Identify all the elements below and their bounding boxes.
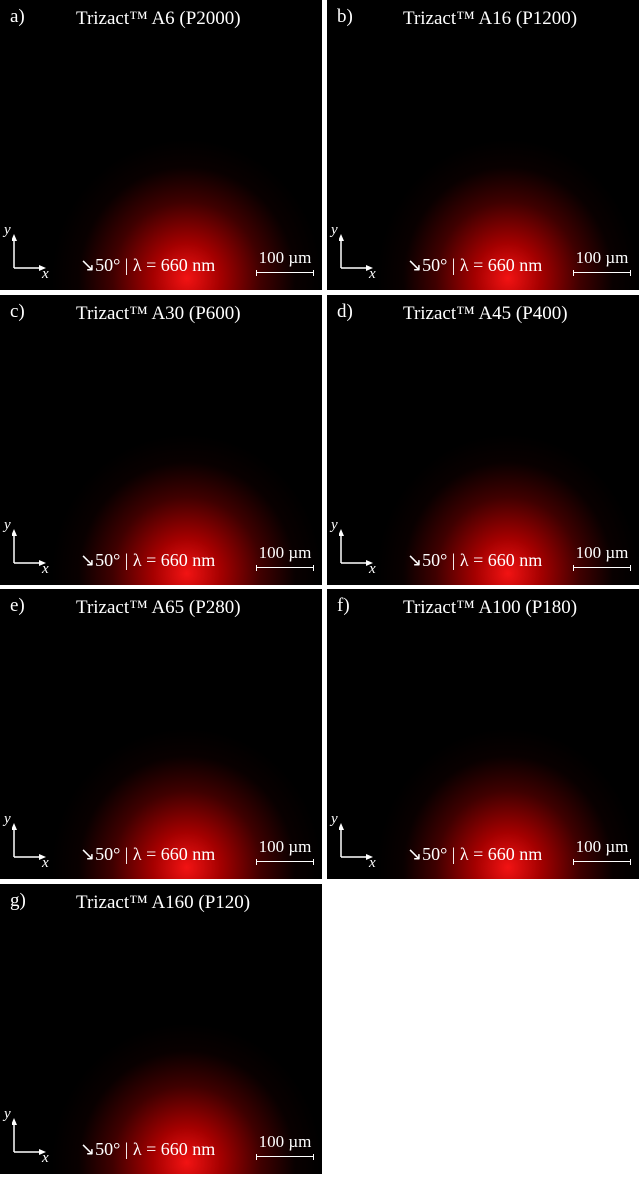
- annotation: ↘50° | λ = 660 nm: [407, 255, 542, 276]
- annotation: ↘50° | λ = 660 nm: [407, 550, 542, 571]
- panel-title: Trizact™ A100 (P180): [403, 597, 577, 619]
- scale-bar: 100 µm: [573, 543, 631, 571]
- scale-bar: 100 µm: [256, 837, 314, 865]
- image-panel: g) Trizact™ A160 (P120) ↘50° | λ = 660 nm 1…: [0, 884, 322, 1174]
- scale-bar: 100 µm: [256, 543, 314, 571]
- scale-label: 100 µm: [576, 543, 629, 562]
- x-axis-label: x: [369, 561, 376, 578]
- scale-line: [573, 270, 631, 276]
- scale-bar: 100 µm: [256, 248, 314, 276]
- image-panel: c) Trizact™ A30 (P600) ↘50° | λ = 660 nm 10…: [0, 295, 322, 585]
- scale-line: [256, 565, 314, 571]
- panel-title: Trizact™ A160 (P120): [76, 892, 250, 914]
- scale-label: 100 µm: [259, 1132, 312, 1151]
- scale-label: 100 µm: [259, 837, 312, 856]
- image-panel: d) Trizact™ A45 (P400) ↘50° | λ = 660 nm 10…: [327, 295, 639, 585]
- scale-line: [573, 859, 631, 865]
- x-axis-label: x: [42, 266, 49, 283]
- x-axis-label: x: [42, 561, 49, 578]
- scale-line: [573, 565, 631, 571]
- scale-label: 100 µm: [259, 248, 312, 267]
- y-axis-label: y: [4, 811, 11, 828]
- scale-bar: 100 µm: [256, 1132, 314, 1160]
- scale-line: [256, 270, 314, 276]
- panel-title: Trizact™ A65 (P280): [76, 597, 241, 619]
- scale-line: [256, 859, 314, 865]
- panel-title: Trizact™ A6 (P2000): [76, 8, 241, 30]
- y-axis-label: y: [4, 517, 11, 534]
- figure: a) Trizact™ A6 (P2000) ↘50° | λ = 660 nm 10…: [0, 0, 639, 1178]
- image-panel: f) Trizact™ A100 (P180) ↘50° | λ = 660 nm 1…: [327, 589, 639, 879]
- panel-label: a): [10, 6, 25, 28]
- x-axis-label: x: [369, 266, 376, 283]
- panel-label: g): [10, 890, 26, 912]
- scale-line: [256, 1154, 314, 1160]
- panel-label: f): [337, 595, 350, 617]
- annotation: ↘50° | λ = 660 nm: [80, 550, 215, 571]
- y-axis-label: y: [4, 222, 11, 239]
- x-axis-label: x: [42, 1150, 49, 1167]
- annotation: ↘50° | λ = 660 nm: [80, 1139, 215, 1160]
- scale-bar: 100 µm: [573, 248, 631, 276]
- panel-title: Trizact™ A16 (P1200): [403, 8, 577, 30]
- x-axis-label: x: [369, 855, 376, 872]
- panel-label: b): [337, 6, 353, 28]
- annotation: ↘50° | λ = 660 nm: [80, 844, 215, 865]
- panel-label: e): [10, 595, 25, 617]
- y-axis-label: y: [331, 517, 338, 534]
- x-axis-label: x: [42, 855, 49, 872]
- scale-label: 100 µm: [576, 837, 629, 856]
- panel-label: c): [10, 301, 25, 323]
- panel-title: Trizact™ A30 (P600): [76, 303, 241, 325]
- y-axis-label: y: [331, 222, 338, 239]
- scale-bar: 100 µm: [573, 837, 631, 865]
- y-axis-label: y: [4, 1106, 11, 1123]
- image-panel: b) Trizact™ A16 (P1200) ↘50° | λ = 660 nm 1…: [327, 0, 639, 290]
- panel-label: d): [337, 301, 353, 323]
- image-panel: e) Trizact™ A65 (P280) ↘50° | λ = 660 nm 10…: [0, 589, 322, 879]
- scale-label: 100 µm: [576, 248, 629, 267]
- image-panel: a) Trizact™ A6 (P2000) ↘50° | λ = 660 nm 10…: [0, 0, 322, 290]
- panel-title: Trizact™ A45 (P400): [403, 303, 568, 325]
- annotation: ↘50° | λ = 660 nm: [80, 255, 215, 276]
- y-axis-label: y: [331, 811, 338, 828]
- annotation: ↘50° | λ = 660 nm: [407, 844, 542, 865]
- scale-label: 100 µm: [259, 543, 312, 562]
